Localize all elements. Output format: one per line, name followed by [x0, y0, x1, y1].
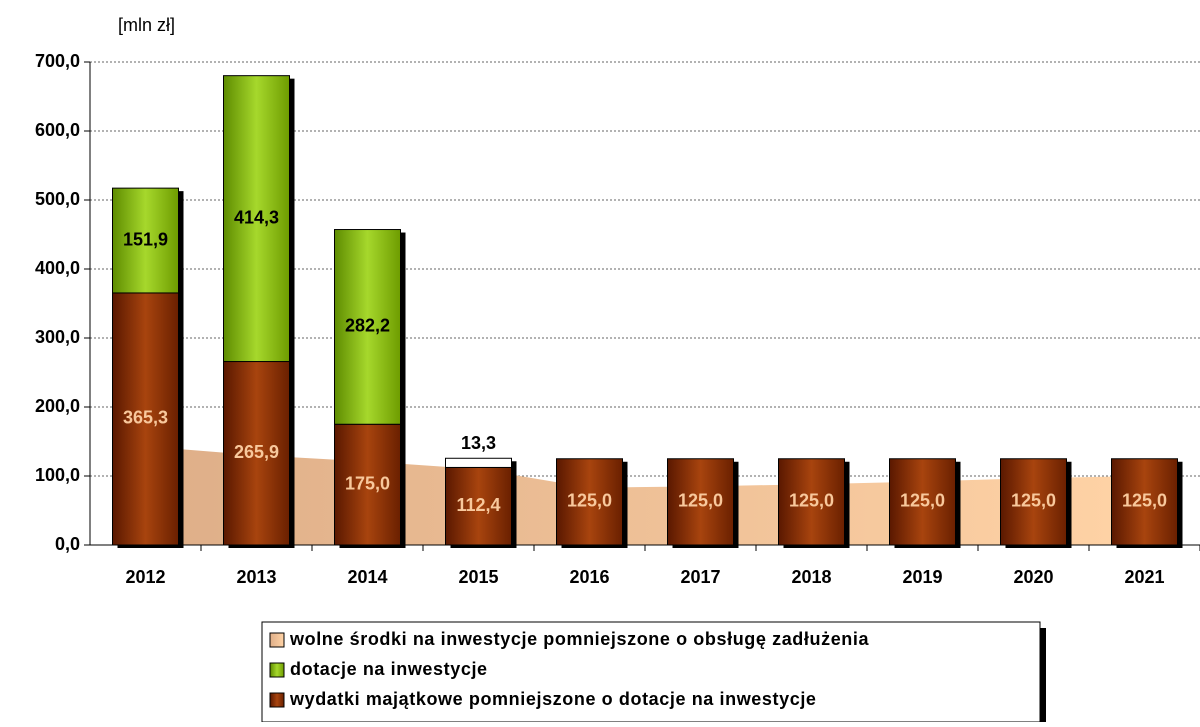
legend-label: dotacje na inwestycje	[290, 659, 488, 679]
legend: wolne środki na inwestycje pomniejszone …	[261, 621, 1046, 723]
data-label: 13,3	[461, 433, 496, 453]
x-tick-label: 2013	[236, 567, 276, 587]
data-label: 175,0	[345, 473, 390, 493]
bar	[112, 292, 179, 546]
legend-label: wolne środki na inwestycje pomniejszone …	[289, 629, 870, 649]
bar	[445, 466, 512, 546]
bar	[223, 75, 290, 363]
data-label: 125,0	[900, 491, 945, 511]
y-tick-label: 400,0	[35, 258, 80, 278]
bar	[112, 187, 179, 294]
bar	[1111, 458, 1178, 546]
y-tick-label: 500,0	[35, 189, 80, 209]
legend-box	[261, 621, 1041, 723]
data-label: 125,0	[567, 491, 612, 511]
x-tick-label: 2015	[458, 567, 498, 587]
data-label: 365,3	[123, 408, 168, 428]
bar	[334, 423, 401, 546]
y-tick-label: 100,0	[35, 465, 80, 485]
data-label: 112,4	[456, 495, 500, 515]
x-tick-label: 2021	[1124, 567, 1164, 587]
data-label: 125,0	[678, 491, 723, 511]
legend-swatch	[269, 692, 285, 708]
y-axis-label: [mln zł]	[118, 15, 175, 35]
legend-label: wydatki majątkowe pomniejszone o dotacje…	[289, 689, 817, 709]
data-label: 265,9	[234, 442, 279, 462]
x-tick-label: 2020	[1013, 567, 1053, 587]
x-tick-label: 2019	[902, 567, 942, 587]
data-label: 125,0	[1122, 491, 1167, 511]
data-label: 125,0	[789, 491, 834, 511]
x-tick-label: 2012	[125, 567, 165, 587]
x-tick-label: 2014	[347, 567, 387, 587]
bar	[556, 458, 623, 546]
y-tick-label: 200,0	[35, 396, 80, 416]
data-label: 125,0	[1011, 491, 1056, 511]
bar	[223, 361, 290, 546]
y-tick-label: 300,0	[35, 327, 80, 347]
x-tick-label: 2018	[791, 567, 831, 587]
legend-swatch	[269, 662, 285, 678]
x-tick-label: 2017	[680, 567, 720, 587]
x-tick-label: 2016	[569, 567, 609, 587]
area	[145, 446, 1145, 545]
y-tick-label: 600,0	[35, 120, 80, 140]
data-label: 282,2	[345, 316, 390, 336]
legend-swatch	[269, 632, 285, 648]
data-label: 151,9	[123, 229, 168, 249]
y-tick-label: 700,0	[35, 51, 80, 71]
bar	[445, 457, 512, 468]
y-tick-label: 0,0	[55, 534, 80, 554]
bar	[334, 229, 401, 425]
data-label: 414,3	[234, 207, 279, 227]
bar	[667, 458, 734, 546]
bar	[1000, 458, 1067, 546]
